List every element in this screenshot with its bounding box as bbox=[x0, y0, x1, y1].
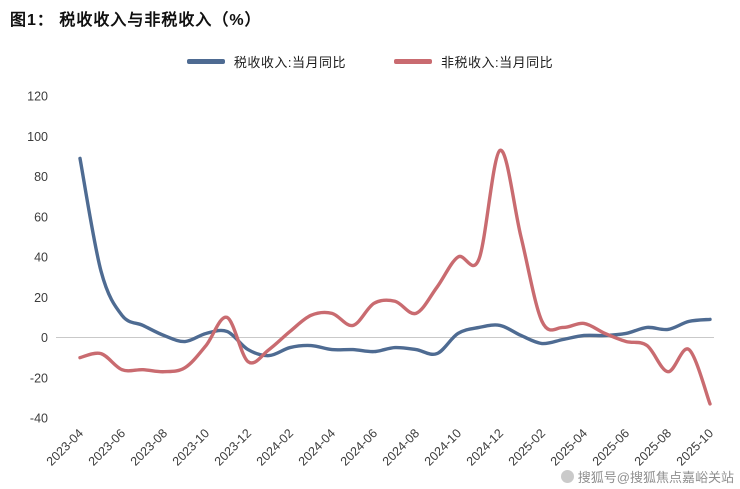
svg-text:40: 40 bbox=[34, 251, 48, 265]
svg-text:-40: -40 bbox=[30, 412, 48, 426]
legend-item-nontax-revenue: 非税收入:当月同比 bbox=[394, 52, 553, 71]
svg-text:2024-06: 2024-06 bbox=[338, 426, 380, 468]
watermark: 搜狐号@搜狐焦点嘉峪关站 bbox=[560, 467, 734, 486]
svg-text:2024-04: 2024-04 bbox=[296, 426, 338, 468]
svg-text:2024-12: 2024-12 bbox=[464, 426, 506, 468]
tax-revenue-line-swatch bbox=[186, 59, 225, 64]
svg-text:0: 0 bbox=[41, 331, 48, 345]
svg-text:60: 60 bbox=[34, 210, 48, 224]
svg-text:2025-04: 2025-04 bbox=[548, 426, 590, 468]
legend-item-tax-revenue: 税收收入:当月同比 bbox=[186, 52, 346, 71]
sohu-logo-icon bbox=[560, 470, 574, 483]
svg-text:2023-06: 2023-06 bbox=[86, 426, 128, 468]
svg-text:2023-08: 2023-08 bbox=[128, 426, 170, 468]
chart-title: 图1： 税收收入与非税收入（%） bbox=[10, 12, 262, 29]
svg-text:2024-08: 2024-08 bbox=[380, 426, 422, 468]
svg-text:2025-10: 2025-10 bbox=[674, 426, 716, 468]
legend: 税收收入:当月同比 非税收入:当月同比 bbox=[0, 52, 740, 71]
svg-text:2025-02: 2025-02 bbox=[506, 426, 548, 468]
tax-revenue-legend-label: 税收收入:当月同比 bbox=[233, 55, 346, 70]
nontax-revenue-line-swatch bbox=[394, 59, 432, 64]
svg-text:2023-12: 2023-12 bbox=[212, 426, 254, 468]
svg-text:2024-02: 2024-02 bbox=[254, 426, 296, 468]
nontax-revenue-legend-label: 非税收入:当月同比 bbox=[441, 55, 554, 70]
svg-text:120: 120 bbox=[27, 90, 48, 104]
svg-text:2025-06: 2025-06 bbox=[590, 426, 632, 468]
svg-text:2024-10: 2024-10 bbox=[422, 426, 464, 468]
svg-text:2023-10: 2023-10 bbox=[170, 426, 212, 468]
svg-text:100: 100 bbox=[27, 130, 48, 144]
svg-text:2025-08: 2025-08 bbox=[632, 426, 674, 468]
svg-text:80: 80 bbox=[34, 170, 48, 184]
svg-text:2023-04: 2023-04 bbox=[44, 426, 86, 468]
watermark-text: 搜狐号@搜狐焦点嘉峪关站 bbox=[577, 470, 734, 485]
svg-text:-20: -20 bbox=[30, 371, 48, 385]
svg-text:20: 20 bbox=[34, 291, 48, 305]
